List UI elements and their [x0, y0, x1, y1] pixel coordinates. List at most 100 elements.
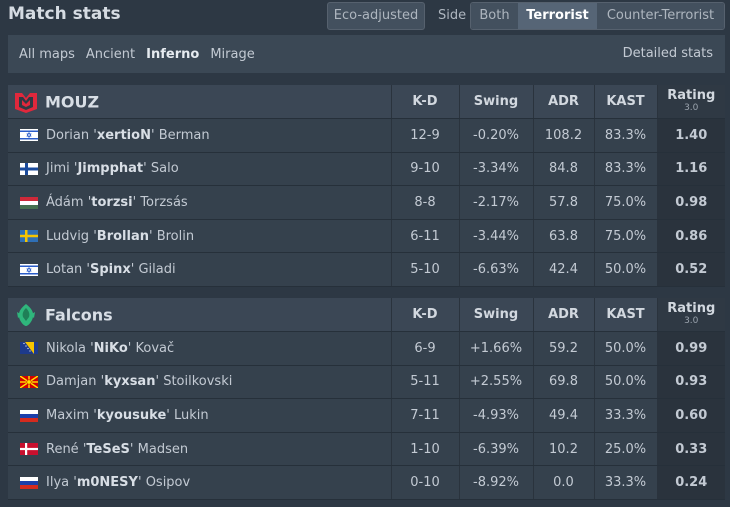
- player-row[interactable]: Damjan 'kyxsan' Stoilkovski 5-11 +2.55% 69.…: [8, 365, 725, 400]
- eco-adjusted-toggle[interactable]: Eco-adjusted: [327, 2, 425, 30]
- player-row[interactable]: Dorian 'xertioN' Berman 12-9 -0.20% 108.2 83…: [8, 118, 725, 153]
- player-cell[interactable]: Nikola 'NiKo' Kovač: [8, 331, 391, 366]
- mouz-logo: [13, 89, 39, 115]
- team-header: MOUZ: [8, 85, 391, 120]
- map-tab-all-maps[interactable]: All maps: [19, 46, 75, 62]
- team-name[interactable]: MOUZ: [45, 92, 100, 112]
- swing-value: -3.44%: [458, 219, 533, 254]
- player-first-name: Damjan: [46, 374, 97, 390]
- player-row[interactable]: Jimi 'Jimpphat' Salo 9-10 -3.34% 84.8 83.3% 1…: [8, 152, 725, 187]
- swing-value: +2.55%: [458, 365, 533, 400]
- player-row[interactable]: Maxim 'kyousuke' Lukin 7-11 -4.93% 49.4 33.3…: [8, 398, 725, 433]
- player-nickname[interactable]: kyousuke: [96, 408, 167, 424]
- column-header-swing[interactable]: Swing: [458, 85, 533, 120]
- player-cell[interactable]: Ludvig 'Brollan' Brolin: [8, 219, 391, 254]
- map-tab-inferno[interactable]: Inferno: [146, 46, 200, 62]
- rating-value: 0.52: [656, 252, 725, 288]
- kd-value: 6-11: [390, 219, 459, 254]
- kd-value: 6-9: [390, 331, 459, 366]
- sweden-flag-icon: [20, 230, 38, 243]
- player-row[interactable]: Ludvig 'Brollan' Brolin 6-11 -3.44% 63.8 75.…: [8, 219, 725, 254]
- side-option-counter-terrorist[interactable]: Counter-Terrorist: [597, 3, 724, 29]
- player-last-name: Stoilkovski: [163, 374, 233, 390]
- team-name[interactable]: Falcons: [45, 305, 113, 325]
- column-header-rating[interactable]: Rating 3.0: [656, 85, 725, 120]
- player-cell[interactable]: Lotan 'Spinx' Giladi: [8, 252, 391, 288]
- kast-value: 75.0%: [593, 219, 657, 254]
- kd-value: 1-10: [390, 432, 459, 467]
- column-header-rating[interactable]: Rating 3.0: [656, 298, 725, 333]
- column-header-swing[interactable]: Swing: [458, 298, 533, 333]
- player-cell[interactable]: Ilya 'm0NESY' Osipov: [8, 465, 391, 501]
- player-first-name: Ilya: [46, 475, 70, 491]
- player-nickname[interactable]: NiKo: [93, 340, 128, 356]
- side-option-terrorist[interactable]: Terrorist: [518, 3, 597, 29]
- adr-value: 69.8: [532, 365, 594, 400]
- falcons-logo: [13, 302, 39, 328]
- side-selector: Both Terrorist Counter-Terrorist: [470, 2, 725, 30]
- player-cell[interactable]: Jimi 'Jimpphat' Salo: [8, 152, 391, 187]
- player-row[interactable]: Ilya 'm0NESY' Osipov 0-10 -8.92% 0.0 33.3% 0.…: [8, 465, 725, 501]
- rating-value: 1.16: [656, 152, 725, 187]
- column-header-kast[interactable]: KAST: [593, 298, 657, 333]
- adr-value: 59.2: [532, 331, 594, 366]
- team-header: Falcons: [8, 298, 391, 333]
- map-tab-mirage[interactable]: Mirage: [210, 46, 255, 62]
- column-header-adr[interactable]: ADR: [532, 85, 594, 120]
- kast-value: 83.3%: [593, 118, 657, 153]
- kast-value: 50.0%: [593, 365, 657, 400]
- bosnia-flag-icon: [20, 342, 38, 355]
- player-nickname[interactable]: TeSeS: [86, 441, 130, 457]
- kd-value: 5-11: [390, 365, 459, 400]
- player-first-name: René: [46, 441, 79, 457]
- player-row[interactable]: Nikola 'NiKo' Kovač 6-9 +1.66% 59.2 50.0% 0.9…: [8, 331, 725, 366]
- player-nickname[interactable]: Jimpphat: [77, 161, 144, 177]
- north-macedonia-flag-icon: [20, 375, 38, 388]
- kast-value: 83.3%: [593, 152, 657, 187]
- kd-value: 12-9: [390, 118, 459, 153]
- russia-flag-icon: [20, 476, 38, 489]
- rating-value: 0.60: [656, 398, 725, 433]
- kd-value: 0-10: [390, 465, 459, 501]
- player-nickname[interactable]: kyxsan: [104, 374, 156, 390]
- player-first-name: Maxim: [46, 408, 90, 424]
- player-last-name: Madsen: [137, 441, 189, 457]
- player-nickname[interactable]: m0NESY: [76, 475, 138, 491]
- player-cell[interactable]: Dorian 'xertioN' Berman: [8, 118, 391, 153]
- player-cell[interactable]: Ádám 'torzsi' Torzsás: [8, 185, 391, 220]
- team-stats-table-mouz: MOUZ K-D Swing ADR KAST Rating 3.0 Dorian 'xert…: [8, 85, 725, 288]
- player-row[interactable]: Ádám 'torzsi' Torzsás 8-8 -2.17% 57.8 75.0% 0…: [8, 185, 725, 220]
- player-cell[interactable]: René 'TeSeS' Madsen: [8, 432, 391, 467]
- top-bar: Match stats Eco-adjusted Side Both Terro…: [0, 0, 730, 34]
- adr-value: 108.2: [532, 118, 594, 153]
- column-header-kast[interactable]: KAST: [593, 85, 657, 120]
- map-tab-ancient[interactable]: Ancient: [85, 46, 136, 62]
- player-last-name: Osipov: [145, 475, 191, 491]
- player-cell[interactable]: Maxim 'kyousuke' Lukin: [8, 398, 391, 433]
- player-first-name: Jimi: [46, 161, 70, 177]
- player-nickname[interactable]: xertioN: [96, 127, 151, 143]
- player-cell[interactable]: Damjan 'kyxsan' Stoilkovski: [8, 365, 391, 400]
- player-nickname[interactable]: Spinx: [90, 262, 131, 278]
- swing-value: -3.34%: [458, 152, 533, 187]
- finland-flag-icon: [20, 162, 38, 175]
- player-nickname[interactable]: Brollan: [96, 228, 149, 244]
- player-row[interactable]: Lotan 'Spinx' Giladi 5-10 -6.63% 42.4 50.0% 0…: [8, 252, 725, 288]
- side-option-both[interactable]: Both: [471, 3, 518, 29]
- player-first-name: Dorian: [46, 127, 90, 143]
- adr-value: 49.4: [532, 398, 594, 433]
- adr-value: 57.8: [532, 185, 594, 220]
- column-header-kd[interactable]: K-D: [390, 85, 459, 120]
- player-last-name: Torzsás: [140, 195, 188, 211]
- column-header-adr[interactable]: ADR: [532, 298, 594, 333]
- detailed-stats-link[interactable]: Detailed stats: [622, 46, 713, 61]
- rating-version: 3.0: [684, 102, 699, 113]
- player-nickname[interactable]: torzsi: [91, 195, 133, 211]
- page-title: Match stats: [8, 4, 121, 24]
- rating-label: Rating: [667, 87, 716, 103]
- column-header-kd[interactable]: K-D: [390, 298, 459, 333]
- player-last-name: Salo: [150, 161, 179, 177]
- player-last-name: Kovač: [135, 340, 175, 356]
- player-row[interactable]: René 'TeSeS' Madsen 1-10 -6.39% 10.2 25.0% 0.…: [8, 432, 725, 467]
- hungary-flag-icon: [20, 196, 38, 209]
